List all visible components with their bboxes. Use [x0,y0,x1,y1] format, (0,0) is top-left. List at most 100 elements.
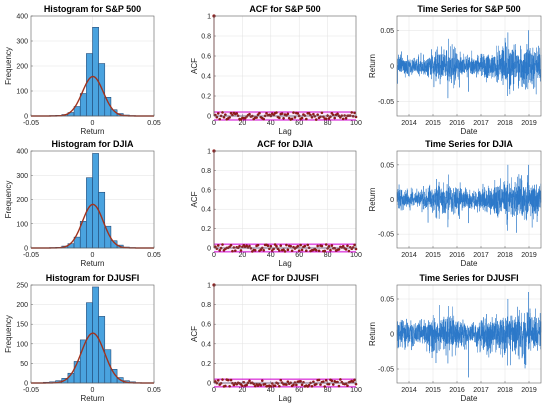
x-axis-label: Date [461,394,478,403]
y-tick-label: 1 [207,14,211,21]
x-tick-label: 2019 [521,387,537,394]
acf-point [278,385,281,388]
return-series-line [397,292,541,377]
acf-point [345,117,348,120]
acf-point [270,245,273,248]
plot-area [397,292,541,377]
acf-point [323,385,326,388]
y-tick-label: 50 [20,361,28,368]
acf-point [218,249,221,252]
y-tick-label: 200 [16,64,28,71]
acf-point [224,385,227,388]
x-tick-label: 0 [212,120,216,127]
histogram-bar [86,178,92,248]
acf-point [287,249,290,252]
acf-point [299,244,302,247]
acf-point [308,384,311,387]
x-tick-label: 2016 [449,252,465,259]
y-axis-label: Return [368,322,377,346]
acf-point [304,245,307,248]
y-axis-label: Frequency [4,47,13,85]
acf-point [295,384,298,387]
x-tick-label: 2017 [473,120,489,127]
acf-point [325,379,328,382]
acf-point [339,378,342,381]
x-tick-label: 2015 [425,120,441,127]
acf-point [292,383,295,386]
y-tick-label: 0.05 [380,162,394,169]
x-tick-label: 80 [324,120,332,127]
x-tick-label: 0.05 [147,252,161,259]
acf-point [221,111,224,114]
acf-point [349,114,352,117]
acf-point [296,112,299,115]
x-tick-label: 2014 [401,120,417,127]
histogram-bar [86,303,92,383]
acf-point [338,385,341,388]
x-tick-label: 0 [91,252,95,259]
acf-point [267,244,270,247]
acf-point [329,249,332,252]
subplot-title: Histogram for DJUSFI [46,273,140,283]
acf-point [350,111,353,114]
y-tick-label: 0 [390,332,394,339]
acf-point [312,380,315,383]
x-tick-label: 80 [324,387,332,394]
x-axis-label: Return [80,259,104,268]
y-tick-label: 300 [16,173,28,180]
plot-area [212,14,357,120]
acf-point [298,249,301,252]
x-tick-label: 60 [295,252,303,259]
y-tick-label: 0.4 [201,207,211,214]
y-tick-label: 0 [390,64,394,71]
y-tick-label: 0.6 [201,187,211,194]
acf-point [291,117,294,120]
acf-point [262,118,265,121]
x-tick-label: 2017 [473,387,489,394]
acf-point [240,249,243,252]
x-tick-label: 2015 [425,252,441,259]
acf-point [318,379,321,382]
acf-point [301,249,304,252]
acf-point [311,385,314,388]
x-tick-label: 0.05 [147,120,161,127]
y-tick-label: 300 [16,39,28,46]
acf-point [323,250,326,253]
acf-point [315,249,318,252]
y-tick-label: 0.2 [201,361,211,368]
subplot-title: Time Series for DJUSFI [419,273,518,283]
histogram-bar [93,153,99,248]
y-tick-label: 200 [16,302,28,309]
y-tick-label: 100 [16,341,28,348]
acf-point [248,245,251,248]
acf-point [316,113,319,116]
acf-point [342,118,345,121]
y-axis-label: ACF [190,191,199,207]
x-tick-label: -0.05 [23,387,39,394]
plot-area [397,165,541,233]
acf-point [353,112,356,115]
acf-point [333,117,336,120]
acf-point [296,245,299,248]
x-tick-label: 0 [91,387,95,394]
acf-point [218,118,221,121]
histogram-bar [74,361,80,383]
y-axis-label: ACF [190,58,199,74]
x-tick-label: 2014 [401,387,417,394]
y-tick-label: 400 [16,14,28,21]
histogram-bar [99,192,105,248]
x-axis-label: Date [461,259,478,268]
acf-point [228,385,231,388]
acf-point [305,249,308,252]
subplot-title: Time Series for DJIA [425,139,513,149]
acf-point [248,379,251,382]
acf-point [255,116,258,119]
acf-point [217,244,220,247]
acf-point [234,249,237,252]
